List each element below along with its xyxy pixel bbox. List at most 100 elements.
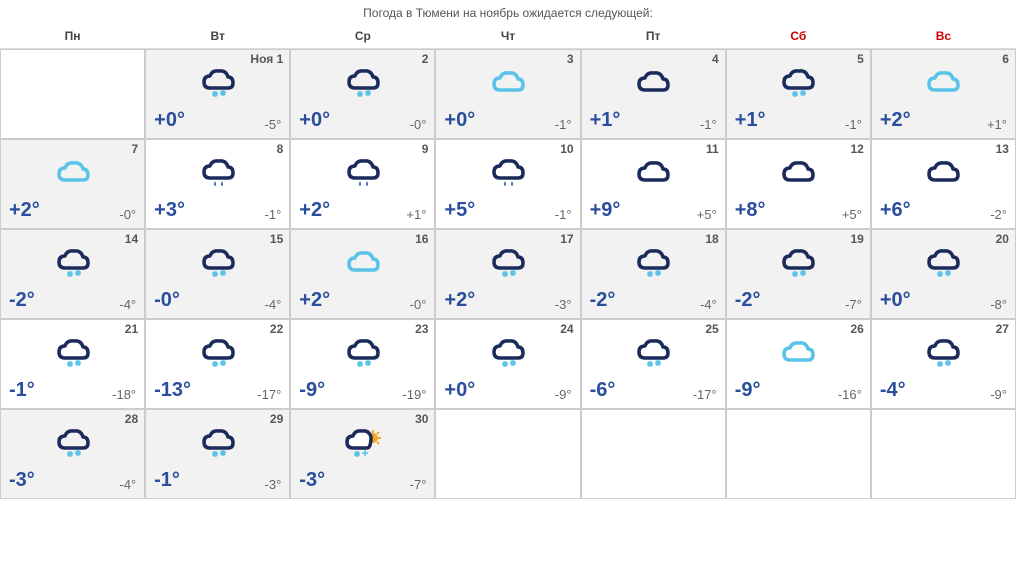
day-number: 26 (850, 322, 863, 336)
day-number: 3 (567, 52, 574, 66)
day-cell[interactable]: 22-13°-17° (145, 319, 290, 409)
day-number: 8 (277, 142, 284, 156)
day-cell[interactable]: 26 -9° -16° (726, 319, 871, 409)
day-number: 14 (125, 232, 138, 246)
temp-low: -4° (700, 297, 717, 312)
day-cell[interactable]: 25-6°-17° (581, 319, 726, 409)
weather-icon (291, 248, 434, 285)
weather-icon (872, 158, 1015, 195)
weather-icon (872, 248, 1015, 285)
temp-low: -2° (990, 207, 1007, 222)
temp-high: +2° (299, 289, 330, 312)
temp-low: -8° (990, 297, 1007, 312)
day-cell (871, 409, 1016, 499)
day-cell[interactable]: 16+2°-0° (290, 229, 435, 319)
temp-high: +9° (590, 199, 621, 222)
day-cell[interactable]: 23-9°-19° (290, 319, 435, 409)
day-number: 13 (996, 142, 1009, 156)
day-cell[interactable]: 5 +1° -1° (726, 49, 871, 139)
temp-low: -4° (119, 297, 136, 312)
temp-high: +1° (735, 109, 766, 132)
day-number: Ноя 1 (250, 52, 283, 66)
day-number: 27 (996, 322, 1009, 336)
weather-icon (582, 158, 725, 195)
weather-icon (727, 158, 870, 195)
page-title: Погода в Тюмени на ноябрь ожидается след… (0, 0, 1016, 24)
day-number: 5 (857, 52, 864, 66)
weather-icon (146, 338, 289, 375)
day-cell[interactable]: 4+1°-1° (581, 49, 726, 139)
day-number: 16 (415, 232, 428, 246)
temp-low: -18° (112, 387, 136, 402)
weather-icon (582, 338, 725, 375)
weather-icon (436, 68, 579, 105)
weather-icon (436, 338, 579, 375)
day-number: 17 (560, 232, 573, 246)
day-cell[interactable]: 3 +0° -1° (435, 49, 580, 139)
day-cell[interactable]: 21 -1° -18° (0, 319, 145, 409)
day-cell (581, 409, 726, 499)
weekday-header: Вт (145, 24, 290, 49)
temp-low: -1° (555, 117, 572, 132)
temp-low: -16° (838, 387, 862, 402)
day-cell[interactable]: 30-3°-7° (290, 409, 435, 499)
weather-icon (1, 428, 144, 465)
day-cell[interactable]: 24+0°-9° (435, 319, 580, 409)
weather-icon (436, 158, 579, 195)
temp-low: +5° (842, 207, 862, 222)
day-cell[interactable]: 7+2°-0° (0, 139, 145, 229)
temp-high: +0° (444, 109, 475, 132)
temp-low: -1° (700, 117, 717, 132)
day-cell[interactable]: 2+0°-0° (290, 49, 435, 139)
day-number: 24 (560, 322, 573, 336)
weekday-header: Пт (581, 24, 726, 49)
day-cell[interactable]: 9+2°+1° (290, 139, 435, 229)
temp-low: -17° (693, 387, 717, 402)
day-cell[interactable]: 20+0°-8° (871, 229, 1016, 319)
temp-low: -9° (990, 387, 1007, 402)
weather-icon (727, 68, 870, 105)
weather-icon (291, 428, 434, 465)
temp-high: -3° (9, 469, 35, 492)
temp-high: -1° (9, 379, 35, 402)
day-cell[interactable]: 19-2°-7° (726, 229, 871, 319)
day-cell[interactable]: 6+2°+1° (871, 49, 1016, 139)
weather-icon (582, 68, 725, 105)
day-cell[interactable]: 12+8°+5° (726, 139, 871, 229)
temp-high: +2° (9, 199, 40, 222)
temp-low: +5° (697, 207, 717, 222)
temp-high: +0° (299, 109, 330, 132)
day-number: 21 (125, 322, 138, 336)
temp-high: +0° (880, 289, 911, 312)
weekday-header: Чт (435, 24, 580, 49)
weather-icon (1, 248, 144, 285)
day-number: 15 (270, 232, 283, 246)
temp-high: +2° (880, 109, 911, 132)
weather-icon (146, 158, 289, 195)
temp-low: -7° (410, 477, 427, 492)
day-cell[interactable]: 8+3°-1° (145, 139, 290, 229)
day-cell[interactable]: 18-2°-4° (581, 229, 726, 319)
weather-icon (872, 68, 1015, 105)
day-cell[interactable]: 15-0°-4° (145, 229, 290, 319)
temp-low: -1° (845, 117, 862, 132)
day-cell[interactable]: 10+5°-1° (435, 139, 580, 229)
day-cell[interactable]: 14 -2° -4° (0, 229, 145, 319)
weekday-header: Ср (290, 24, 435, 49)
day-cell[interactable]: 17+2°-3° (435, 229, 580, 319)
day-cell[interactable]: 29-1°-3° (145, 409, 290, 499)
day-cell[interactable]: Ноя 1+0°-5° (145, 49, 290, 139)
day-cell[interactable]: 28-3°-4° (0, 409, 145, 499)
weather-icon (291, 338, 434, 375)
weather-icon (291, 158, 434, 195)
weather-icon (146, 428, 289, 465)
day-cell[interactable]: 27-4°-9° (871, 319, 1016, 409)
day-cell[interactable]: 11+9°+5° (581, 139, 726, 229)
day-number: 25 (705, 322, 718, 336)
temp-high: -9° (735, 379, 761, 402)
day-number: 22 (270, 322, 283, 336)
day-number: 4 (712, 52, 719, 66)
temp-low: -0° (410, 117, 427, 132)
day-cell[interactable]: 13+6°-2° (871, 139, 1016, 229)
temp-high: -2° (9, 289, 35, 312)
